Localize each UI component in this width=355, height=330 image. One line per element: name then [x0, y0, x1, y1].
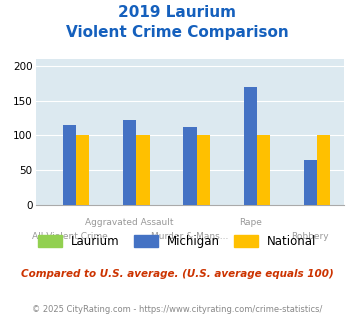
Bar	[123, 120, 136, 205]
Text: Compared to U.S. average. (U.S. average equals 100): Compared to U.S. average. (U.S. average …	[21, 269, 334, 279]
Bar	[317, 135, 330, 205]
Bar	[63, 125, 76, 205]
Bar	[304, 160, 317, 205]
Text: Murder & Mans...: Murder & Mans...	[151, 232, 229, 241]
Text: Violent Crime Comparison: Violent Crime Comparison	[66, 25, 289, 40]
Bar	[197, 135, 210, 205]
Bar	[136, 135, 149, 205]
Text: 2019 Laurium: 2019 Laurium	[119, 5, 236, 20]
Text: All Violent Crime: All Violent Crime	[32, 232, 107, 241]
Bar	[76, 135, 89, 205]
Text: © 2025 CityRating.com - https://www.cityrating.com/crime-statistics/: © 2025 CityRating.com - https://www.city…	[32, 305, 323, 314]
Bar	[183, 127, 197, 205]
Text: Aggravated Assault: Aggravated Assault	[86, 218, 174, 227]
Legend: Laurium, Michigan, National: Laurium, Michigan, National	[38, 235, 317, 248]
Bar	[244, 87, 257, 205]
Bar	[257, 135, 270, 205]
Text: Robbery: Robbery	[291, 232, 329, 241]
Text: Rape: Rape	[239, 218, 262, 227]
